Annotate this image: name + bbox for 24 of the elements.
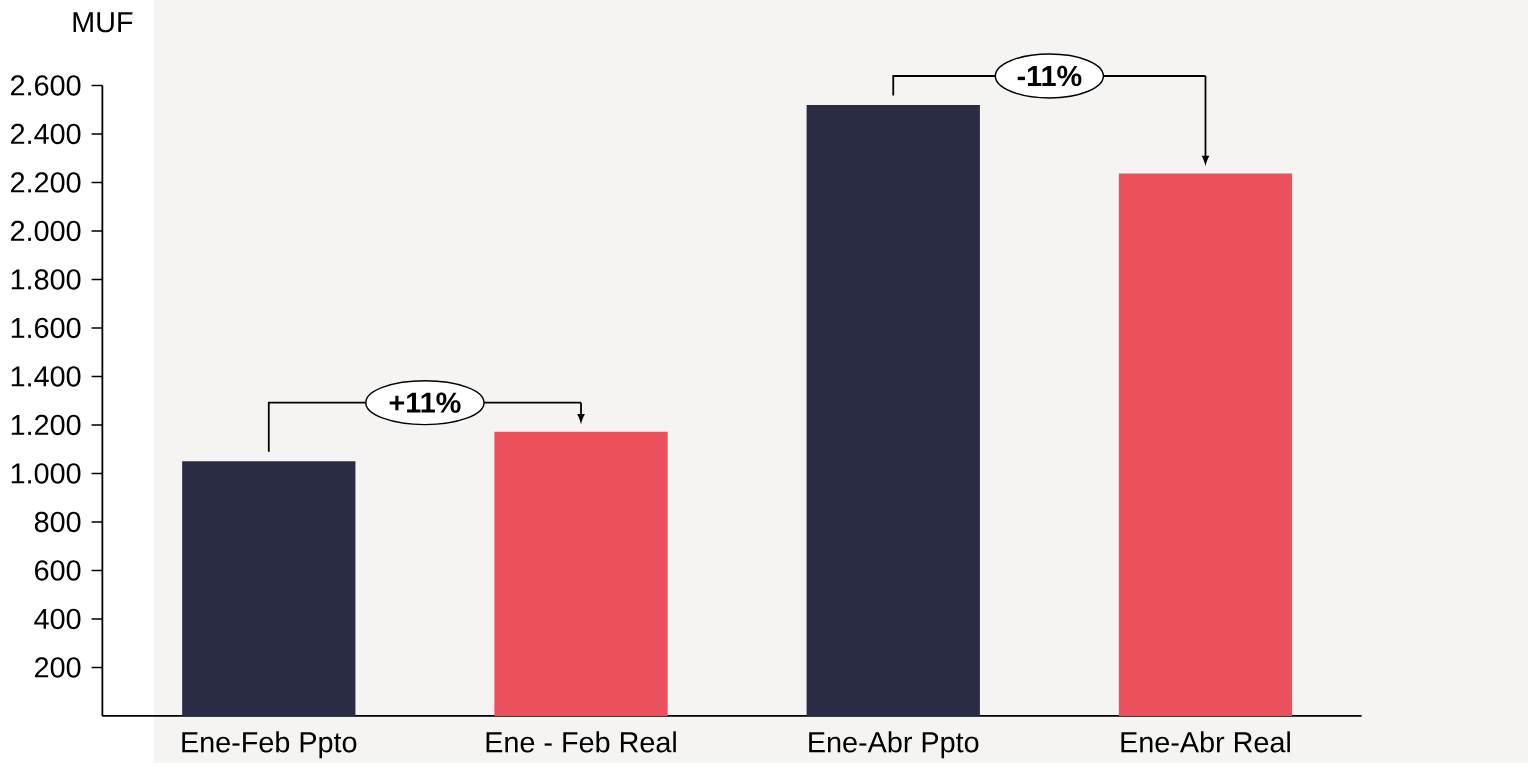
y-axis-title: MUF [73,12,133,33]
annotation: -11% [1017,65,1082,87]
y-tick-label: 1.600 [11,317,81,339]
y-tick-label: 600 [35,560,81,581]
y-tick-label: 2.200 [11,172,81,193]
y-tick-label: 1.400 [11,366,81,387]
bar [806,105,980,717]
bar [182,461,356,717]
x-tick-label: Ene - Feb Real [486,731,676,753]
y-tick-label: 2.400 [11,123,81,145]
x-tick-label: Ene-Abr Ppto [809,731,979,759]
y-tick-label: 2.600 [11,75,81,96]
y-tick-label: 2.000 [11,220,81,242]
y-tick-label: 800 [34,511,81,533]
bar [494,431,668,717]
bar [1118,173,1293,717]
x-tick-label: Ene-Feb Ppto [182,731,357,759]
y-tick-label: 400 [34,608,81,630]
y-tick-label: 1.200 [11,414,81,436]
y-tick-label: 200 [35,657,81,678]
y-tick-label: 1.800 [11,269,81,290]
annotation: +11% [389,392,461,413]
y-tick-label: 1.000 [11,463,81,484]
x-tick-label: Ene-Abr Real [1121,731,1290,753]
